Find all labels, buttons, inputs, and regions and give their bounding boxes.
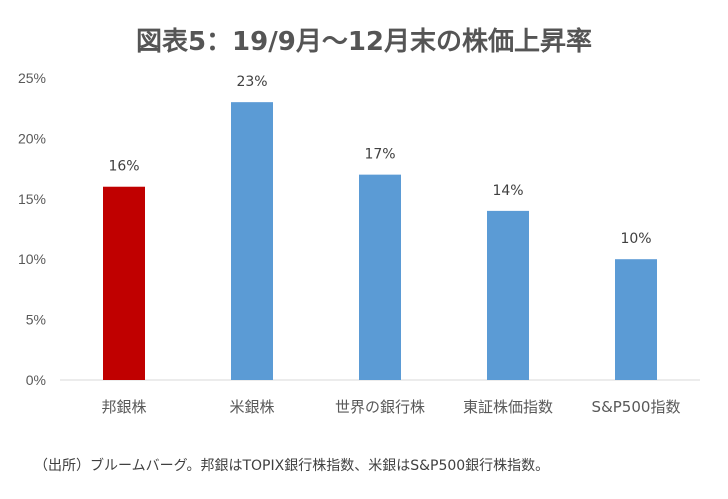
bar-value-label: 10%: [620, 231, 651, 247]
bar: [231, 102, 273, 380]
source-note: （出所）ブルームバーグ。邦銀はTOPIX銀行株指数、米銀はS&P500銀行株指数…: [34, 457, 549, 474]
bar-value-label: 16%: [108, 159, 139, 175]
bar: [103, 186, 145, 380]
y-tick-label: 5%: [26, 312, 46, 328]
bar: [615, 259, 657, 380]
x-category-label: 米銀株: [229, 398, 274, 416]
bar-value-label: 14%: [492, 183, 523, 199]
y-axis-ticks: 0% 5% 10% 15% 20% 25%: [18, 70, 46, 388]
x-category-label: 邦銀株: [101, 398, 146, 416]
y-tick-label: 15%: [18, 191, 46, 207]
x-category-label: 世界の銀行株: [335, 398, 425, 416]
y-tick-label: 20%: [18, 130, 46, 146]
bar-value-labels: 16% 23% 17% 14% 10%: [108, 74, 651, 247]
bar: [487, 210, 529, 380]
bar: [359, 174, 401, 380]
chart-title: 図表5：19/9月～12月末の株価上昇率: [136, 26, 592, 57]
bar-series: [103, 102, 657, 380]
x-category-label: 東証株価指数: [463, 398, 553, 416]
x-axis-categories: 邦銀株 米銀株 世界の銀行株 東証株価指数 S&P500指数: [101, 398, 680, 416]
bar-value-label: 17%: [364, 147, 395, 163]
bar-value-label: 23%: [236, 74, 267, 90]
x-category-label: S&P500指数: [592, 398, 681, 416]
y-tick-label: 25%: [18, 70, 46, 86]
y-tick-label: 10%: [18, 251, 46, 267]
y-tick-label: 0%: [26, 372, 46, 388]
